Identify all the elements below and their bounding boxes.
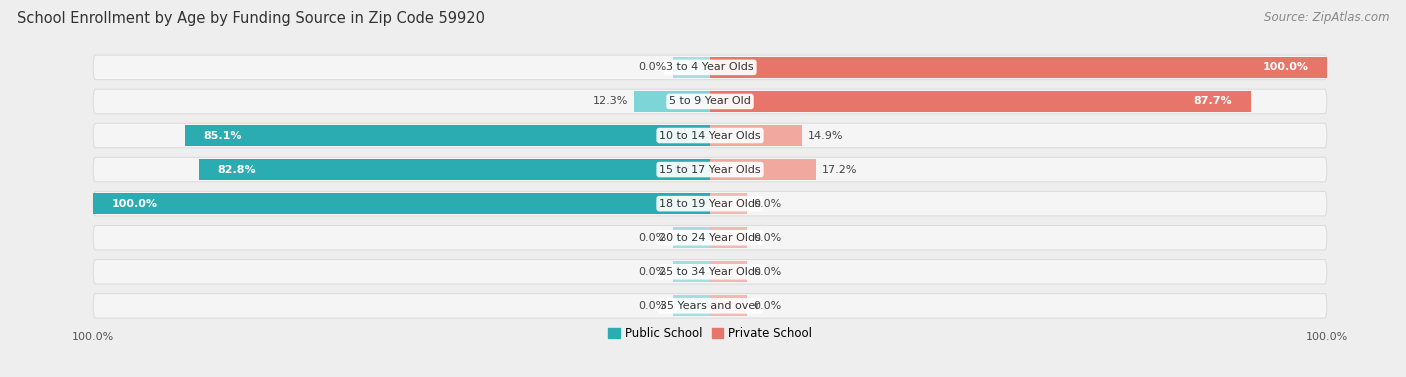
FancyBboxPatch shape (93, 89, 1327, 114)
Text: 14.9%: 14.9% (808, 130, 844, 141)
Text: 0.0%: 0.0% (754, 267, 782, 277)
Bar (673, 57, 710, 78)
Text: 5 to 9 Year Old: 5 to 9 Year Old (669, 97, 751, 106)
Text: 0.0%: 0.0% (638, 62, 666, 72)
Text: 25 to 34 Year Olds: 25 to 34 Year Olds (659, 267, 761, 277)
Bar (673, 295, 710, 316)
FancyBboxPatch shape (93, 294, 1327, 318)
Text: 18 to 19 Year Olds: 18 to 19 Year Olds (659, 199, 761, 208)
FancyBboxPatch shape (93, 157, 1327, 182)
Legend: Public School, Private School: Public School, Private School (603, 322, 817, 345)
Text: 0.0%: 0.0% (638, 301, 666, 311)
Text: 15 to 17 Year Olds: 15 to 17 Year Olds (659, 165, 761, 175)
Text: 0.0%: 0.0% (754, 233, 782, 243)
Text: 0.0%: 0.0% (754, 199, 782, 208)
FancyBboxPatch shape (93, 225, 1327, 250)
Bar (710, 91, 1251, 112)
Bar (710, 261, 747, 282)
Bar (186, 125, 710, 146)
Bar (673, 261, 710, 282)
Bar (710, 125, 801, 146)
Text: School Enrollment by Age by Funding Source in Zip Code 59920: School Enrollment by Age by Funding Sour… (17, 11, 485, 26)
Bar (673, 227, 710, 248)
Text: 100.0%: 100.0% (1263, 62, 1309, 72)
Text: 82.8%: 82.8% (218, 165, 256, 175)
Text: 17.2%: 17.2% (823, 165, 858, 175)
Bar (710, 159, 815, 180)
FancyBboxPatch shape (93, 259, 1327, 284)
FancyBboxPatch shape (93, 55, 1327, 80)
Text: 100.0%: 100.0% (111, 199, 157, 208)
Bar (93, 193, 710, 214)
Bar (710, 57, 1327, 78)
FancyBboxPatch shape (93, 123, 1327, 148)
Text: 85.1%: 85.1% (204, 130, 242, 141)
Text: 87.7%: 87.7% (1194, 97, 1233, 106)
Bar (710, 193, 747, 214)
Text: 35 Years and over: 35 Years and over (659, 301, 761, 311)
Bar (710, 227, 747, 248)
Bar (200, 159, 710, 180)
Bar (710, 295, 747, 316)
FancyBboxPatch shape (93, 192, 1327, 216)
Text: Source: ZipAtlas.com: Source: ZipAtlas.com (1264, 11, 1389, 24)
Text: 0.0%: 0.0% (754, 301, 782, 311)
Bar (634, 91, 710, 112)
Text: 10 to 14 Year Olds: 10 to 14 Year Olds (659, 130, 761, 141)
Text: 20 to 24 Year Olds: 20 to 24 Year Olds (659, 233, 761, 243)
Text: 12.3%: 12.3% (592, 97, 628, 106)
Text: 0.0%: 0.0% (638, 233, 666, 243)
Text: 0.0%: 0.0% (638, 267, 666, 277)
Text: 3 to 4 Year Olds: 3 to 4 Year Olds (666, 62, 754, 72)
